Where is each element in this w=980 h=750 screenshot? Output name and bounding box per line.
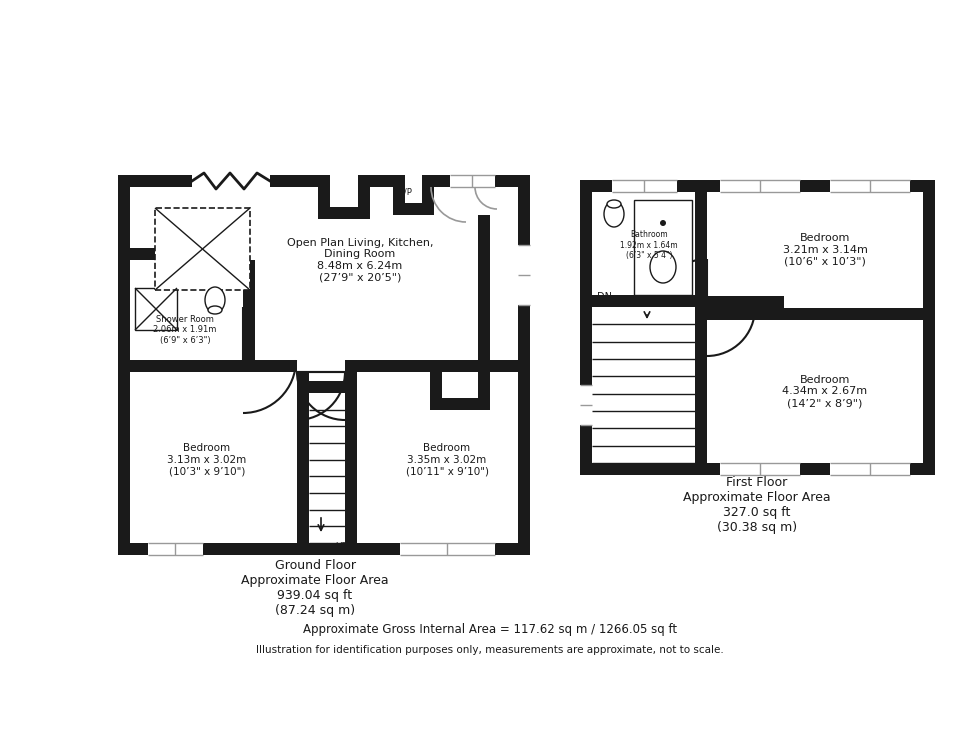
Bar (297, 372, 309, 543)
Bar (830, 180, 910, 192)
Circle shape (660, 220, 666, 226)
Text: F/P: F/P (400, 188, 413, 196)
Ellipse shape (205, 287, 225, 313)
Bar (580, 463, 935, 475)
Text: Open Plan Living, Kitchen,
Dining Room
8.48m x 6.24m
(27’9" x 20’5"): Open Plan Living, Kitchen, Dining Room 8… (287, 238, 433, 283)
Bar (135, 288, 177, 330)
Text: Bathroom
1.92m x 1.64m
(6’3" x 5’4"): Bathroom 1.92m x 1.64m (6’3" x 5’4") (620, 230, 678, 260)
Bar (309, 381, 345, 393)
Bar (345, 360, 518, 372)
Bar (358, 175, 393, 187)
Bar (358, 175, 370, 219)
Text: Approximate Gross Internal Area = 117.62 sq m / 1266.05 sq ft: Approximate Gross Internal Area = 117.62… (303, 623, 677, 637)
Text: First Floor
Approximate Floor Area
327.0 sq ft
(30.38 sq m): First Floor Approximate Floor Area 327.0… (683, 476, 831, 534)
Bar (422, 175, 518, 187)
Bar (393, 203, 434, 215)
Bar (148, 543, 203, 555)
Text: Bedroom
3.35m x 3.02m
(10’11" x 9’10"): Bedroom 3.35m x 3.02m (10’11" x 9’10") (406, 443, 488, 476)
Bar (518, 245, 530, 305)
Bar (592, 295, 695, 307)
Bar (318, 175, 330, 219)
Text: DN: DN (597, 292, 612, 302)
Bar (243, 260, 255, 360)
Bar (118, 175, 192, 187)
Text: Illustration for identification purposes only, measurements are approximate, not: Illustration for identification purposes… (256, 645, 724, 655)
Bar (430, 398, 478, 410)
Bar (580, 385, 592, 425)
Bar (830, 463, 910, 475)
Bar (923, 180, 935, 475)
Bar (720, 463, 800, 475)
Bar (130, 360, 297, 372)
Bar (430, 372, 442, 410)
Bar (707, 296, 772, 308)
Bar (450, 175, 495, 187)
Bar (318, 207, 370, 219)
Ellipse shape (604, 201, 624, 227)
Bar (422, 175, 434, 215)
Bar (720, 180, 800, 192)
Bar (634, 200, 692, 295)
Text: Ground Floor
Approximate Floor Area
939.04 sq ft
(87.24 sq m): Ground Floor Approximate Floor Area 939.… (241, 559, 389, 617)
Bar (772, 296, 784, 320)
Text: Shower Room
2.06m x 1.91m
(6’9" x 6’3"): Shower Room 2.06m x 1.91m (6’9" x 6’3") (153, 315, 217, 345)
Ellipse shape (208, 306, 222, 314)
Text: UP: UP (335, 542, 347, 551)
Bar (155, 208, 250, 290)
Bar (612, 180, 677, 192)
Bar (345, 372, 357, 543)
Text: Bedroom
4.34m x 2.67m
(14’2" x 8’9"): Bedroom 4.34m x 2.67m (14’2" x 8’9") (782, 375, 867, 408)
Bar (118, 175, 130, 555)
Ellipse shape (650, 251, 676, 283)
Text: Bedroom
3.21m x 3.14m
(10’6" x 10’3"): Bedroom 3.21m x 3.14m (10’6" x 10’3") (783, 233, 867, 266)
Ellipse shape (607, 200, 621, 208)
Bar (695, 192, 707, 463)
Bar (518, 175, 530, 555)
Bar (393, 175, 405, 215)
Text: Bedroom
3.13m x 3.02m
(10’3" x 9’10"): Bedroom 3.13m x 3.02m (10’3" x 9’10") (168, 443, 247, 476)
Bar (130, 248, 243, 260)
Bar (118, 543, 530, 555)
Bar (270, 175, 318, 187)
Bar (707, 308, 923, 320)
Bar (580, 180, 592, 475)
Bar (580, 180, 935, 192)
Bar (400, 543, 495, 555)
Bar (478, 215, 490, 410)
